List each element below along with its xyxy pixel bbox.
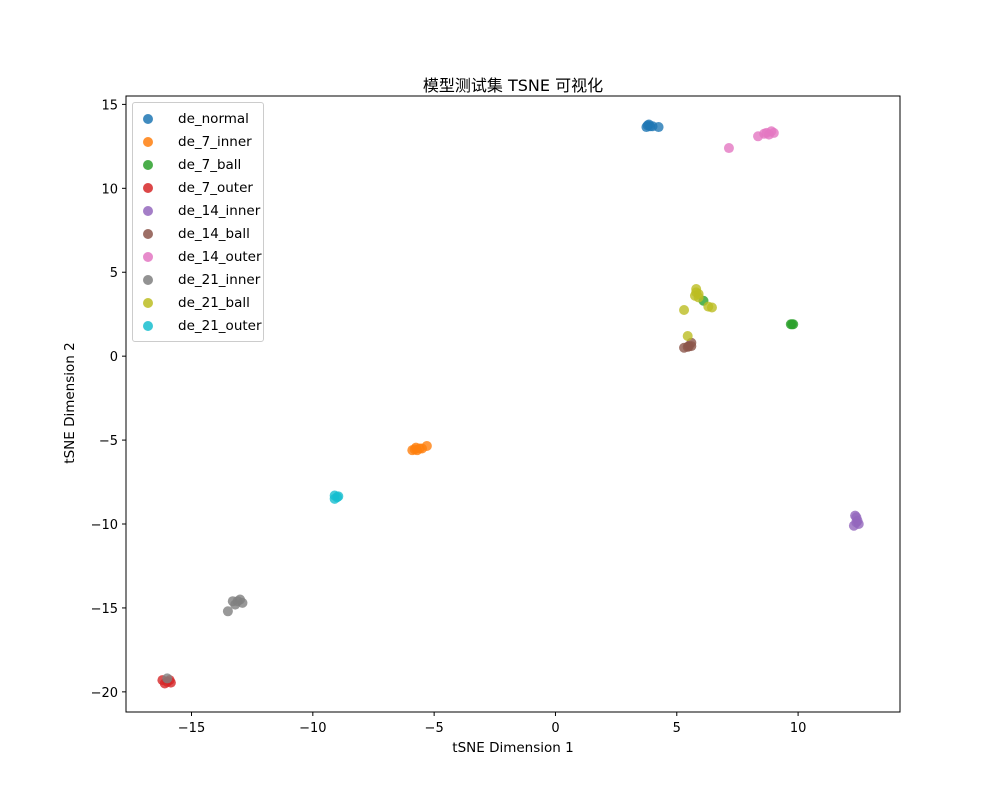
legend-marker-icon [143,113,153,124]
legend-label: de_21_inner [178,271,261,288]
legend-item: de_21_ball [133,291,263,314]
x-axis-ticks: −15 −10 −5 0 5 10 [178,712,807,736]
data-point [421,440,432,451]
legend-item: de_7_outer [133,176,263,199]
legend-marker-icon [143,297,153,308]
legend-label: de_normal [178,110,249,127]
data-point [679,305,690,316]
y-tick-label: 0 [110,350,118,365]
legend-item: de_normal [133,107,263,130]
data-point [641,122,652,133]
legend-label: de_14_ball [178,225,250,242]
x-tick-label: 10 [790,721,807,736]
scatter-points [157,119,864,689]
legend-marker-icon [143,251,153,262]
legend-label: de_21_ball [178,294,250,311]
data-point [162,673,173,684]
axes-frame [125,95,901,713]
legend-item: de_7_ball [133,153,263,176]
y-axis-ticks: 15 10 5 0 −5 −10 −15 −20 [91,98,126,701]
y-tick-label: −10 [91,518,118,533]
legend-item: de_14_ball [133,222,263,245]
data-point [232,596,243,607]
legend-item: de_21_inner [133,268,263,291]
y-tick-label: −5 [99,434,118,449]
y-tick-label: −15 [91,602,118,617]
y-tick-label: 15 [101,98,118,113]
data-point [691,284,702,295]
x-tick-label: −15 [178,721,205,736]
legend-item: de_14_inner [133,199,263,222]
y-axis-label: tSNE Dimension 2 [62,342,78,464]
data-point [706,302,717,313]
legend-marker-icon [143,320,153,331]
data-point [785,319,796,330]
legend-label: de_7_ball [178,156,242,173]
data-point [653,122,664,133]
legend-label: de_7_outer [178,179,253,196]
y-tick-label: 10 [101,182,118,197]
legend-marker-icon [143,205,153,216]
data-point [723,143,734,154]
data-point [333,491,344,502]
x-axis-label: tSNE Dimension 1 [452,740,574,756]
legend-label: de_14_inner [178,202,261,219]
data-point [686,341,697,352]
x-tick-label: −5 [425,721,444,736]
legend-item: de_14_outer [133,245,263,268]
data-point [693,292,704,303]
x-tick-label: 5 [673,721,681,736]
legend-marker-icon [143,182,153,193]
x-tick-label: −10 [299,721,326,736]
legend-label: de_14_outer [178,248,262,265]
data-point [753,131,764,142]
legend-marker-icon [143,274,153,285]
data-point [222,606,233,617]
data-point [850,510,861,521]
data-point [682,331,693,342]
legend-item: de_21_outer [133,314,263,337]
legend-label: de_7_inner [178,133,252,150]
y-tick-label: 5 [110,266,118,281]
x-tick-label: 0 [551,721,559,736]
legend-item: de_7_inner [133,130,263,153]
legend-marker-icon [143,159,153,170]
legend-marker-icon [143,136,153,147]
legend-label: de_21_outer [178,317,262,334]
chart-title: 模型测试集 TSNE 可视化 [422,76,604,95]
legend-marker-icon [143,228,153,239]
y-tick-label: −20 [91,686,118,701]
